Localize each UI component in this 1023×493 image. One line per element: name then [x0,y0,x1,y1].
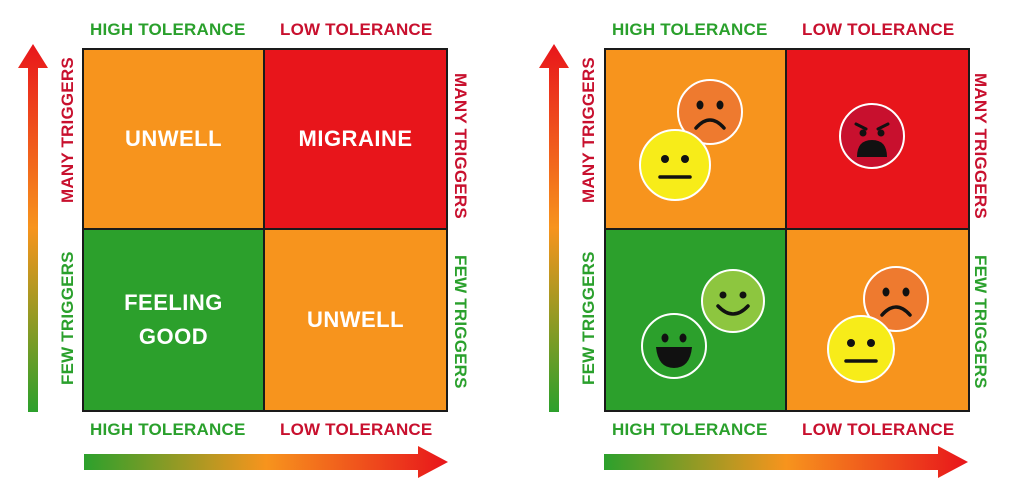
left-label-few-triggers: FEW TRIGGERS [579,251,598,385]
smile-face-icon [701,269,765,333]
sad-face-icon [863,266,929,332]
cell-top-right-label: MIGRAINE [298,126,413,151]
top-label-low-tolerance: LOW TOLERANCE [280,20,433,39]
cell-bottom-left-label: FEELING GOOD [124,290,223,349]
vertical-gradient-arrow [539,44,569,412]
left-label-few-triggers: FEW TRIGGERS [58,251,77,385]
cell-top-left: UNWELL [84,50,265,230]
quadrant-grid: UNWELL MIGRAINE FEELING GOOD UNWELL [82,48,448,412]
big-smile-face-icon [641,313,707,379]
bottom-label-low-tolerance: LOW TOLERANCE [802,420,955,439]
top-label-high-tolerance: HIGH TOLERANCE [612,20,768,39]
cell-bottom-right: UNWELL [265,230,446,410]
top-label-high-tolerance: HIGH TOLERANCE [90,20,246,39]
right-label-few-triggers: FEW TRIGGERS [971,255,990,389]
right-label-few-triggers: FEW TRIGGERS [451,255,470,389]
right-label-many-triggers: MANY TRIGGERS [451,73,470,219]
horizontal-gradient-arrow [84,446,448,478]
top-label-low-tolerance: LOW TOLERANCE [802,20,955,39]
bottom-label-high-tolerance: HIGH TOLERANCE [612,420,768,439]
sad-face-icon [677,79,743,145]
horizontal-gradient-arrow [604,446,968,478]
quadrant-grid [604,48,970,412]
neutral-face-icon [639,129,711,201]
right-label-many-triggers: MANY TRIGGERS [971,73,990,219]
bottom-label-low-tolerance: LOW TOLERANCE [280,420,433,439]
left-panel: HIGH TOLERANCE LOW TOLERANCE HIGH TOLERA… [0,0,500,493]
cell-top-left-label: UNWELL [124,126,223,151]
left-label-many-triggers: MANY TRIGGERS [579,57,598,203]
vertical-gradient-arrow [18,44,48,412]
right-panel: HIGH TOLERANCE LOW TOLERANCE HIGH TOLERA… [522,0,1022,493]
bottom-label-high-tolerance: HIGH TOLERANCE [90,420,246,439]
cell-top-right: MIGRAINE [265,50,446,230]
cell-bottom-right-label: UNWELL [306,307,405,332]
neutral-face-icon [827,315,895,383]
cell-bottom-left: FEELING GOOD [84,230,265,410]
left-label-many-triggers: MANY TRIGGERS [58,57,77,203]
distressed-face-icon [839,103,905,169]
